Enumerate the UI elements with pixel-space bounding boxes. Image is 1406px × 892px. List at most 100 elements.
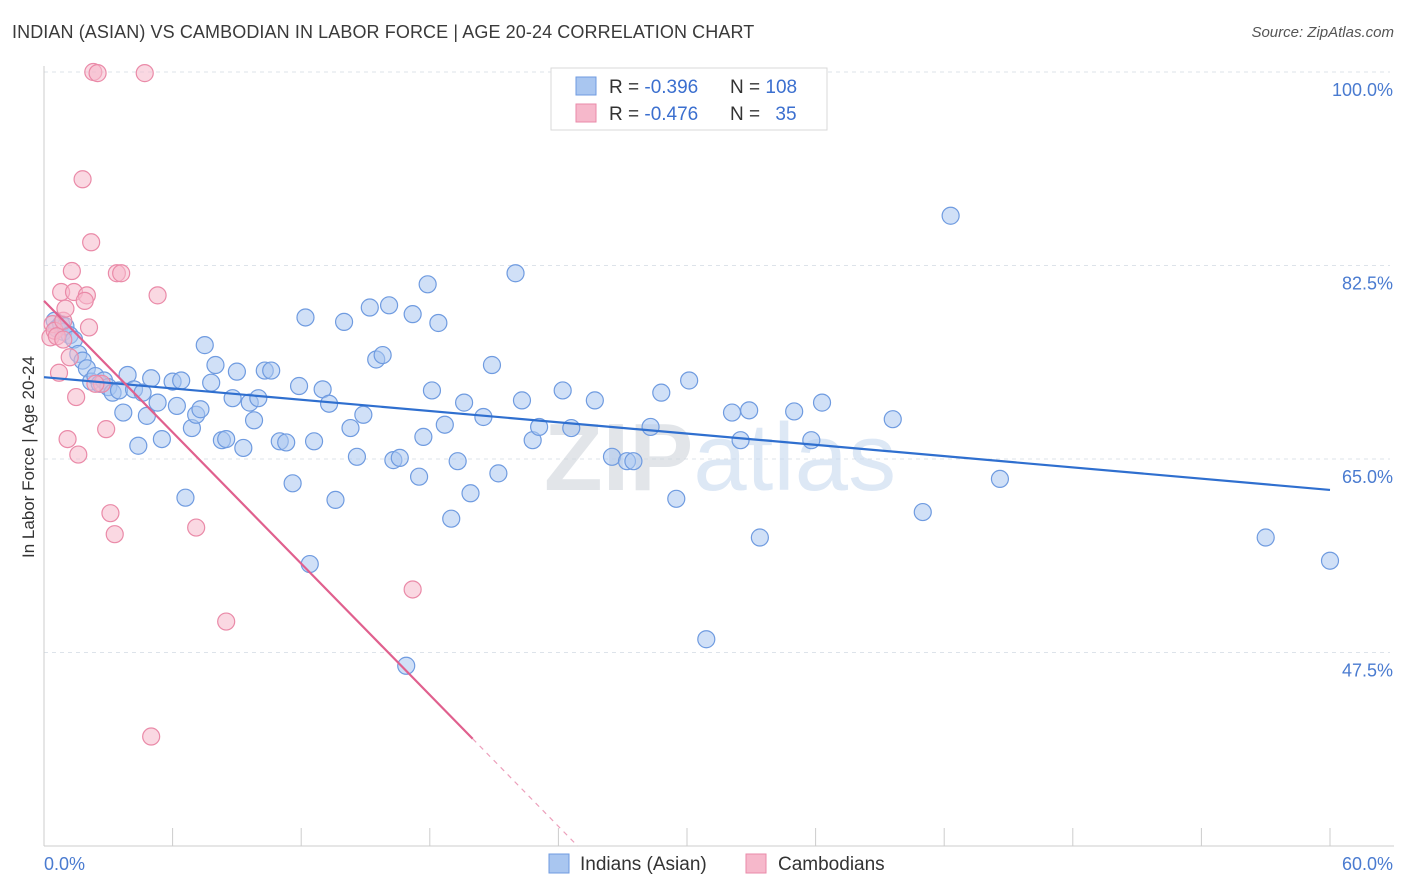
cambodians-point-15 bbox=[82, 233, 101, 252]
indians-point-57 bbox=[341, 418, 360, 438]
indians-point-106 bbox=[990, 469, 1010, 489]
indians-point-20 bbox=[129, 436, 148, 455]
indians-point-55 bbox=[326, 490, 345, 510]
indians-point-97 bbox=[731, 431, 750, 450]
indians-point-32 bbox=[191, 400, 210, 419]
indians-point-47 bbox=[277, 433, 296, 452]
cambodians-point-9 bbox=[62, 261, 81, 281]
trend-line-cambodians bbox=[43, 300, 474, 740]
indians-point-56 bbox=[334, 312, 354, 331]
cambodians-point-27 bbox=[217, 612, 236, 631]
legend-swatch-cambodians bbox=[575, 103, 597, 123]
legend-box: R = -0.396 N = 108 R = -0.476 N = 35 bbox=[550, 67, 828, 131]
indians-point-100 bbox=[785, 402, 804, 421]
indians-point-28 bbox=[172, 371, 191, 390]
cambodians-point-34 bbox=[79, 318, 99, 337]
axes bbox=[43, 66, 1394, 847]
cambodians-point-29 bbox=[142, 727, 161, 746]
indians-point-108 bbox=[1320, 551, 1340, 570]
cambodians-point-31 bbox=[60, 348, 79, 367]
x-tick-label-0: 0.0% bbox=[44, 854, 85, 874]
legend-n-label-1: N = bbox=[730, 77, 765, 98]
indians-point-65 bbox=[390, 448, 409, 467]
cambodians-point-23 bbox=[105, 525, 124, 544]
indians-point-104 bbox=[913, 502, 932, 522]
indians-point-35 bbox=[206, 355, 225, 375]
indians-point-82 bbox=[512, 391, 532, 410]
svg-text:N = 108: N = 108 bbox=[730, 77, 797, 98]
series-indians-asian bbox=[45, 206, 1340, 675]
cambodians-point-33 bbox=[75, 291, 94, 310]
cambodians-point-26 bbox=[187, 518, 206, 537]
y-tick-label-0: 47.5% bbox=[1342, 661, 1393, 681]
watermark: ZIPatlas bbox=[544, 404, 896, 511]
cambodians-point-7 bbox=[56, 299, 75, 318]
svg-text:N = 35: N = 35 bbox=[730, 104, 797, 125]
legend-r-value-2: -0.476 bbox=[644, 104, 698, 125]
indians-point-77 bbox=[461, 484, 480, 503]
indians-point-52 bbox=[304, 432, 324, 451]
y-tick-label-2: 82.5% bbox=[1342, 274, 1393, 294]
indians-point-66 bbox=[397, 656, 416, 675]
indians-point-69 bbox=[414, 427, 433, 446]
indians-point-85 bbox=[553, 381, 572, 400]
indians-point-101 bbox=[802, 431, 821, 450]
indians-point-88 bbox=[602, 447, 622, 466]
cambodians-point-8 bbox=[58, 429, 77, 449]
indians-point-76 bbox=[454, 393, 474, 412]
cambodians-point-30 bbox=[86, 374, 105, 393]
indians-point-25 bbox=[152, 429, 171, 449]
indians-point-107 bbox=[1256, 528, 1275, 547]
indians-point-103 bbox=[883, 410, 902, 429]
y-tick-label-1: 65.0% bbox=[1342, 467, 1393, 487]
cambodians-point-11 bbox=[67, 387, 86, 407]
grid-lines bbox=[44, 71, 1390, 653]
bottom-legend-swatch-cambodians bbox=[745, 853, 767, 874]
cambodians-point-25 bbox=[148, 286, 167, 305]
indians-point-81 bbox=[506, 264, 525, 283]
legend-n-value-2: 35 bbox=[775, 104, 796, 125]
bottom-legend: Indians (Asian) Cambodians bbox=[548, 853, 885, 875]
indians-point-95 bbox=[697, 630, 716, 649]
indians-point-58 bbox=[347, 447, 367, 466]
indians-point-72 bbox=[429, 313, 448, 333]
indians-point-73 bbox=[435, 415, 454, 434]
indians-point-39 bbox=[227, 362, 246, 381]
cambodians-point-24 bbox=[135, 64, 154, 83]
x-tick-label-1: 60.0% bbox=[1342, 854, 1393, 874]
indians-point-33 bbox=[195, 336, 214, 355]
indians-point-17 bbox=[114, 403, 133, 422]
bottom-legend-cambodians: Cambodians bbox=[778, 854, 885, 875]
cambodians-point-28 bbox=[403, 580, 422, 599]
cambodians-point-4 bbox=[49, 363, 69, 382]
indians-point-74 bbox=[442, 509, 461, 528]
indians-point-49 bbox=[289, 376, 309, 396]
legend-r-value-1: -0.396 bbox=[644, 77, 698, 98]
bottom-legend-indians: Indians (Asian) bbox=[580, 854, 707, 875]
indians-point-40 bbox=[234, 438, 253, 458]
indians-point-62 bbox=[373, 345, 392, 365]
y-tick-labels: 47.5% 65.0% 82.5% 100.0% bbox=[1332, 80, 1393, 681]
cambodians-point-19 bbox=[97, 420, 116, 439]
trend-line-indians bbox=[43, 376, 1331, 492]
indians-point-90 bbox=[624, 452, 643, 471]
x-tick-labels: 0.0% 60.0% bbox=[44, 854, 1393, 874]
y-axis-label: In Labor Force | Age 20-24 bbox=[19, 356, 38, 558]
indians-point-37 bbox=[217, 429, 236, 449]
legend-r-label-1: R = bbox=[609, 77, 644, 98]
indians-point-50 bbox=[296, 308, 315, 327]
indians-point-29 bbox=[176, 488, 195, 507]
cambodians-point-13 bbox=[73, 170, 92, 189]
indians-point-84 bbox=[530, 417, 549, 437]
indians-point-96 bbox=[722, 403, 742, 422]
cambodians-point-32 bbox=[54, 330, 73, 349]
indians-point-99 bbox=[750, 528, 769, 547]
chart-title: INDIAN (ASIAN) VS CAMBODIAN IN LABOR FOR… bbox=[12, 22, 755, 42]
indians-point-34 bbox=[202, 373, 221, 392]
indians-point-43 bbox=[249, 389, 268, 408]
indians-point-60 bbox=[360, 298, 379, 317]
indians-point-98 bbox=[740, 401, 759, 420]
indians-point-42 bbox=[244, 411, 264, 430]
trend-line-cambodians-extension bbox=[472, 738, 579, 847]
